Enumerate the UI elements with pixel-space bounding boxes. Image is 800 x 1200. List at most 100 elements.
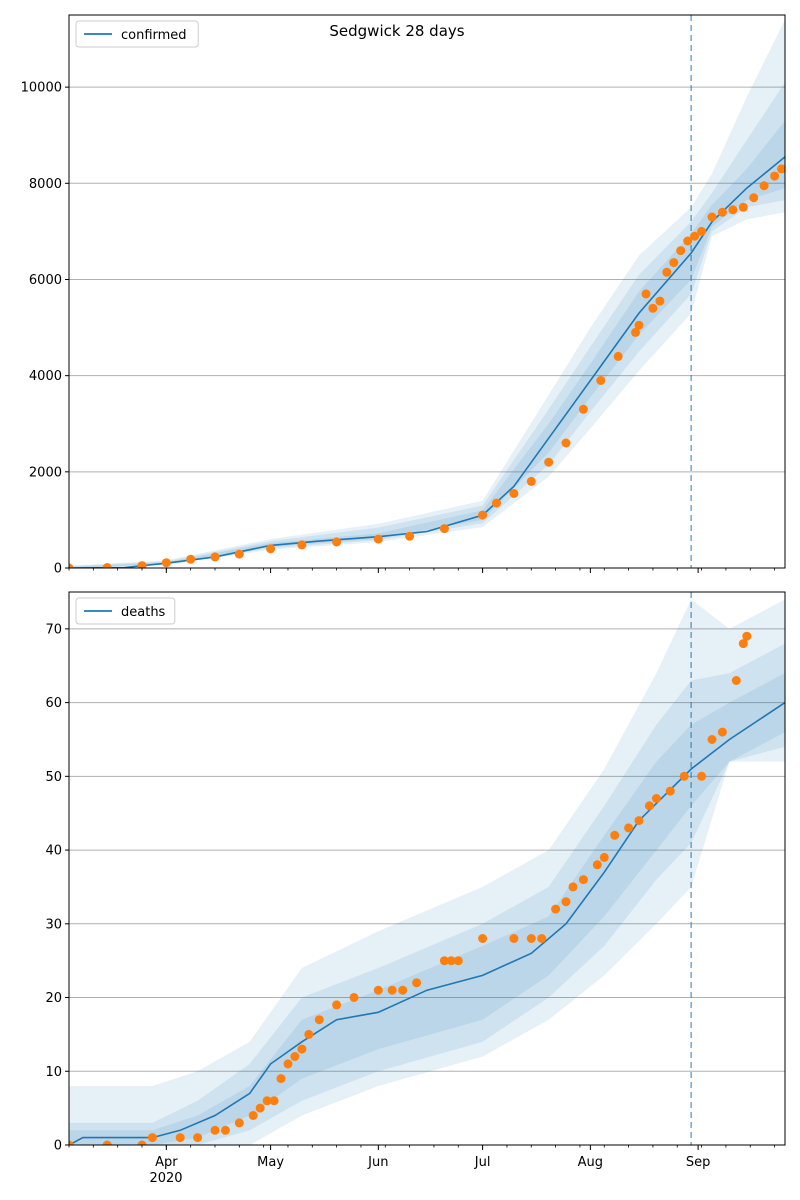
- y-tick-label: 40: [45, 844, 62, 859]
- y-tick-label: 4000: [29, 369, 62, 384]
- observed-point: [655, 296, 665, 306]
- observed-point: [561, 438, 571, 448]
- plot-area: [69, 592, 785, 1145]
- chart-title: Sedgwick 28 days: [329, 22, 464, 40]
- observed-point: [266, 544, 276, 554]
- y-tick-label: 2000: [29, 465, 62, 480]
- observed-point: [69, 563, 74, 568]
- observed-point: [332, 537, 342, 547]
- observed-point: [102, 1140, 112, 1145]
- observed-point: [665, 786, 675, 796]
- axes-frame: [68, 14, 786, 569]
- observed-point: [641, 289, 651, 299]
- observed-point: [697, 226, 707, 236]
- y-tick-label: 0: [54, 1139, 62, 1154]
- observed-point: [304, 1029, 314, 1039]
- observed-point: [624, 823, 634, 833]
- observed-point: [526, 476, 536, 486]
- observed-point: [262, 1096, 272, 1106]
- observed-point: [314, 1015, 324, 1025]
- observed-point: [669, 258, 679, 268]
- observed-point: [644, 801, 654, 811]
- observed-point: [283, 1059, 293, 1069]
- x-tick-label: Jun: [367, 1155, 388, 1170]
- x-tick-label: Sep: [686, 1155, 711, 1170]
- observed-point: [676, 246, 686, 256]
- observed-point: [770, 171, 780, 181]
- x-tick-label: Aug: [578, 1155, 603, 1170]
- observed-point: [634, 320, 644, 330]
- observed-point: [599, 852, 609, 862]
- x-axis-year-label: 2020: [149, 1171, 182, 1186]
- y-tick-label: 0: [54, 562, 62, 577]
- observed-point: [193, 1133, 203, 1143]
- observed-point: [446, 956, 456, 966]
- observed-point: [387, 985, 397, 995]
- observed-point: [662, 267, 672, 277]
- observed-point: [269, 1096, 279, 1106]
- observed-point: [297, 1044, 307, 1054]
- observed-point: [509, 489, 519, 498]
- y-tick-label: 30: [45, 917, 62, 932]
- observed-point: [592, 860, 602, 870]
- plot-area: [69, 15, 785, 568]
- y-tick-label: 20: [45, 991, 62, 1006]
- observed-point: [679, 771, 689, 781]
- confirmed-panel: 0 2000 4000 6000 8000 10000 confirmed: [21, 14, 786, 577]
- observed-point: [634, 816, 644, 826]
- x-tick-label: May: [257, 1155, 284, 1170]
- observed-point: [234, 1118, 244, 1128]
- x-tick-label: Apr: [155, 1155, 178, 1170]
- observed-point: [137, 561, 147, 568]
- observed-point: [738, 202, 748, 212]
- legend-label: deaths: [121, 605, 166, 620]
- observed-point: [551, 904, 561, 914]
- observed-point: [234, 549, 244, 559]
- observed-point: [332, 1000, 342, 1010]
- observed-point: [707, 735, 717, 744]
- observed-point: [373, 534, 383, 544]
- observed-point: [731, 676, 741, 685]
- y-tick-label: 70: [45, 622, 62, 637]
- y-tick-label: 10000: [21, 81, 62, 96]
- observed-point: [161, 558, 171, 568]
- observed-point: [290, 1052, 300, 1061]
- observed-point: [707, 212, 717, 222]
- observed-point: [69, 1140, 74, 1145]
- deaths-panel: 0 10 20 30 40 50 60 70 Apr May Jun Jul Aug Sep deaths: [45, 591, 786, 1170]
- observed-point: [651, 794, 661, 803]
- observed-point: [147, 1133, 157, 1143]
- observed-point: [276, 1074, 286, 1084]
- observed-point: [439, 524, 449, 534]
- observed-point: [453, 956, 463, 966]
- observed-point: [248, 1111, 258, 1120]
- observed-point: [631, 327, 640, 337]
- observed-point: [439, 956, 449, 966]
- observed-point: [544, 457, 554, 467]
- observed-point: [492, 498, 501, 508]
- uncertainty-band: [69, 643, 785, 1145]
- observed-point: [742, 631, 752, 641]
- observed-point: [697, 771, 707, 781]
- observed-point: [738, 639, 748, 649]
- y-tick-label: 8000: [29, 177, 62, 192]
- observed-point: [509, 934, 519, 943]
- observed-point: [102, 563, 112, 568]
- observed-point: [717, 727, 727, 737]
- observed-point: [398, 985, 408, 995]
- y-tick-label: 10: [45, 1065, 62, 1080]
- observed-point: [759, 181, 769, 191]
- observed-point: [690, 231, 700, 241]
- legend-box: [75, 20, 199, 48]
- x-tick-label: Jul: [474, 1155, 491, 1170]
- observed-point: [210, 552, 220, 562]
- y-tick-label: 60: [45, 696, 62, 711]
- observed-point: [526, 934, 536, 943]
- observed-point: [717, 207, 727, 217]
- observed-point: [578, 875, 588, 885]
- observed-point: [728, 205, 738, 215]
- legend-label: confirmed: [121, 28, 187, 43]
- y-tick-label: 50: [45, 770, 62, 785]
- observed-point: [578, 404, 588, 414]
- observed-point: [186, 554, 196, 564]
